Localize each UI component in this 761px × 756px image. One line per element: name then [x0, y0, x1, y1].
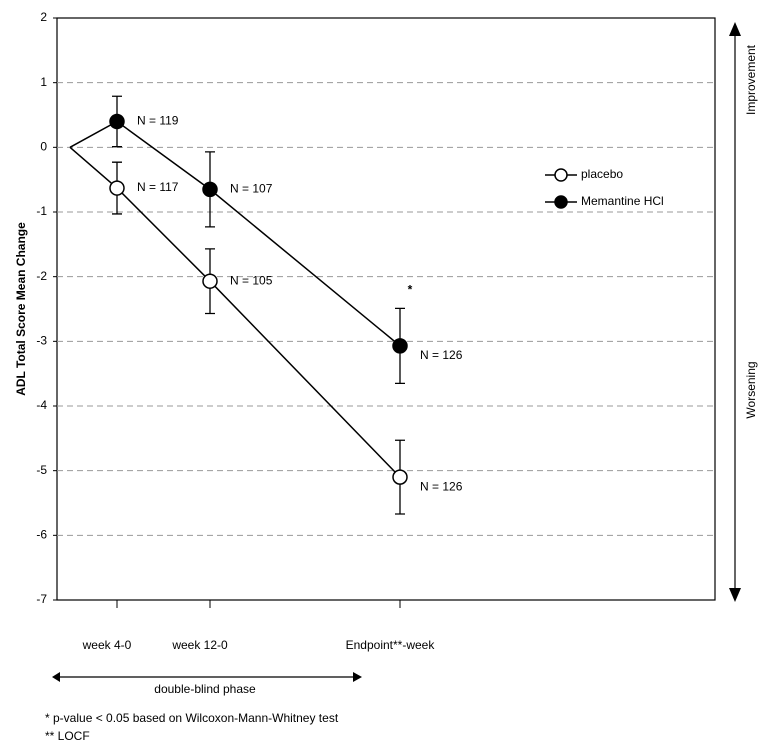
y-tick-label: -7: [36, 592, 47, 606]
legend-label: placebo: [581, 167, 623, 181]
series-line: [69, 120, 401, 347]
y-tick-label: -2: [36, 269, 47, 283]
n-label: N = 119: [137, 114, 179, 128]
worsening-label: Worsening: [744, 361, 758, 418]
x-tick-label: week 12-0: [171, 638, 228, 652]
series-line: [69, 146, 401, 478]
y-axis-label: ADL Total Score Mean Change: [14, 222, 28, 396]
y-tick-label: 0: [40, 140, 47, 154]
significance-marker: *: [408, 283, 413, 297]
data-point: [202, 181, 218, 198]
n-label: N = 117: [137, 180, 179, 194]
y-tick-label: -1: [36, 204, 47, 218]
legend-label: Memantine HCl: [581, 194, 664, 208]
improvement-label: Improvement: [744, 44, 758, 115]
arrow-head: [353, 672, 362, 682]
y-tick-label: -3: [36, 334, 47, 348]
n-label: N = 126: [420, 348, 463, 362]
y-tick-label: -4: [36, 398, 47, 412]
x-tick-label: week 4-0: [82, 638, 132, 652]
y-tick-label: -5: [36, 463, 47, 477]
legend-marker: [554, 168, 568, 182]
x-tick-label: Endpoint**-week: [346, 638, 436, 652]
arrow-head: [729, 588, 741, 602]
y-tick-label: 1: [40, 75, 47, 89]
legend-marker: [554, 195, 568, 209]
n-label: N = 126: [420, 479, 463, 493]
data-point: [109, 180, 125, 196]
arrow-head: [52, 672, 60, 682]
arrow-head: [729, 22, 741, 36]
n-label: N = 105: [230, 273, 273, 287]
n-label: N = 107: [230, 182, 273, 196]
y-tick-label: -6: [36, 528, 47, 542]
plot-frame: [56, 17, 716, 601]
data-point: [109, 113, 125, 130]
data-point: [392, 469, 408, 485]
footnote: ** LOCF: [45, 729, 90, 743]
y-tick-label: 2: [40, 10, 47, 24]
footnote: * p-value < 0.05 based on Wilcoxon-Mann-…: [45, 711, 339, 725]
phase-label: double-blind phase: [154, 682, 256, 696]
data-point: [392, 338, 408, 354]
data-point: [202, 273, 218, 289]
